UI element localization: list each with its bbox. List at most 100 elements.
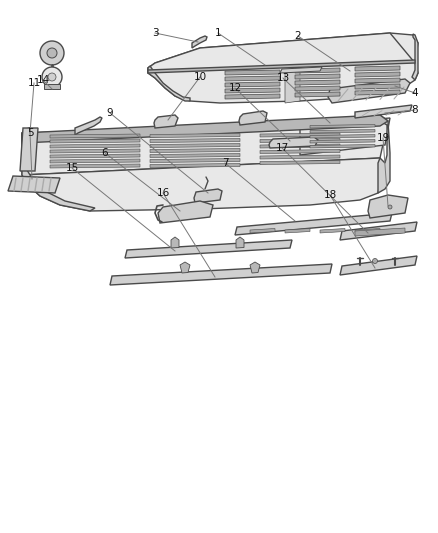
Polygon shape: [355, 229, 380, 233]
Polygon shape: [22, 121, 388, 175]
Text: 10: 10: [194, 72, 207, 82]
Text: 4: 4: [412, 88, 418, 98]
Polygon shape: [192, 36, 207, 48]
Polygon shape: [310, 140, 375, 143]
Polygon shape: [250, 262, 260, 273]
Polygon shape: [310, 134, 375, 138]
Polygon shape: [150, 164, 240, 167]
Polygon shape: [260, 139, 340, 142]
Polygon shape: [412, 34, 418, 80]
Polygon shape: [75, 117, 102, 135]
Text: 9: 9: [107, 108, 113, 118]
Polygon shape: [320, 229, 345, 233]
Polygon shape: [295, 74, 340, 79]
Polygon shape: [150, 154, 240, 157]
Polygon shape: [110, 264, 332, 285]
Polygon shape: [50, 134, 140, 138]
Polygon shape: [225, 88, 280, 93]
Text: 5: 5: [27, 128, 33, 138]
Text: 18: 18: [323, 190, 337, 200]
Text: 7: 7: [222, 158, 228, 168]
Circle shape: [372, 259, 378, 263]
Polygon shape: [310, 125, 375, 128]
Circle shape: [42, 67, 62, 87]
Polygon shape: [20, 128, 38, 171]
Polygon shape: [158, 201, 213, 223]
Polygon shape: [355, 228, 405, 236]
Polygon shape: [355, 66, 400, 71]
Polygon shape: [310, 130, 375, 133]
Polygon shape: [295, 86, 340, 91]
Polygon shape: [225, 70, 280, 75]
Polygon shape: [260, 155, 340, 159]
Polygon shape: [148, 33, 418, 73]
Text: 12: 12: [228, 83, 242, 93]
Polygon shape: [148, 66, 190, 101]
Text: 1: 1: [215, 28, 221, 38]
Polygon shape: [44, 84, 60, 89]
Polygon shape: [125, 240, 292, 258]
Polygon shape: [235, 213, 392, 235]
Polygon shape: [50, 144, 140, 148]
Polygon shape: [22, 158, 380, 211]
Polygon shape: [225, 76, 280, 81]
Text: 13: 13: [276, 73, 290, 83]
Polygon shape: [150, 133, 240, 138]
Polygon shape: [260, 133, 340, 137]
Polygon shape: [378, 115, 390, 193]
Polygon shape: [295, 80, 340, 85]
Polygon shape: [355, 78, 400, 83]
Circle shape: [47, 48, 57, 58]
Polygon shape: [50, 149, 140, 153]
Polygon shape: [150, 149, 240, 152]
Polygon shape: [50, 154, 140, 158]
Polygon shape: [295, 68, 340, 73]
Polygon shape: [150, 158, 240, 163]
Polygon shape: [22, 128, 95, 211]
Polygon shape: [50, 159, 140, 163]
Polygon shape: [150, 139, 240, 142]
Polygon shape: [250, 229, 275, 233]
Text: 8: 8: [412, 105, 418, 115]
Polygon shape: [154, 115, 178, 128]
Polygon shape: [171, 237, 179, 248]
Polygon shape: [340, 222, 417, 240]
Polygon shape: [148, 33, 418, 103]
Polygon shape: [236, 237, 244, 248]
Circle shape: [40, 41, 64, 65]
Polygon shape: [50, 164, 140, 168]
Text: 16: 16: [156, 188, 170, 198]
Polygon shape: [8, 176, 60, 193]
Polygon shape: [269, 137, 318, 148]
Text: 17: 17: [276, 143, 289, 153]
Polygon shape: [328, 79, 410, 103]
Polygon shape: [355, 90, 400, 95]
Polygon shape: [22, 115, 388, 143]
Text: 14: 14: [36, 75, 49, 85]
Polygon shape: [310, 144, 375, 148]
Polygon shape: [355, 72, 400, 77]
Polygon shape: [295, 92, 340, 97]
Polygon shape: [285, 71, 300, 103]
Text: 15: 15: [65, 163, 79, 173]
Text: 19: 19: [376, 133, 390, 143]
Polygon shape: [239, 111, 267, 125]
Polygon shape: [280, 67, 322, 73]
Polygon shape: [194, 189, 222, 203]
Text: 2: 2: [295, 31, 301, 41]
Polygon shape: [340, 256, 417, 275]
Text: 6: 6: [102, 148, 108, 158]
Text: 3: 3: [152, 28, 158, 38]
Polygon shape: [150, 143, 240, 148]
Polygon shape: [260, 160, 340, 165]
Polygon shape: [355, 105, 412, 118]
Text: 11: 11: [27, 78, 41, 88]
Polygon shape: [300, 118, 390, 155]
Polygon shape: [260, 144, 340, 148]
Polygon shape: [260, 149, 340, 154]
Polygon shape: [285, 229, 310, 233]
Polygon shape: [50, 139, 140, 143]
Polygon shape: [368, 195, 408, 218]
Polygon shape: [355, 84, 400, 89]
Circle shape: [388, 205, 392, 209]
